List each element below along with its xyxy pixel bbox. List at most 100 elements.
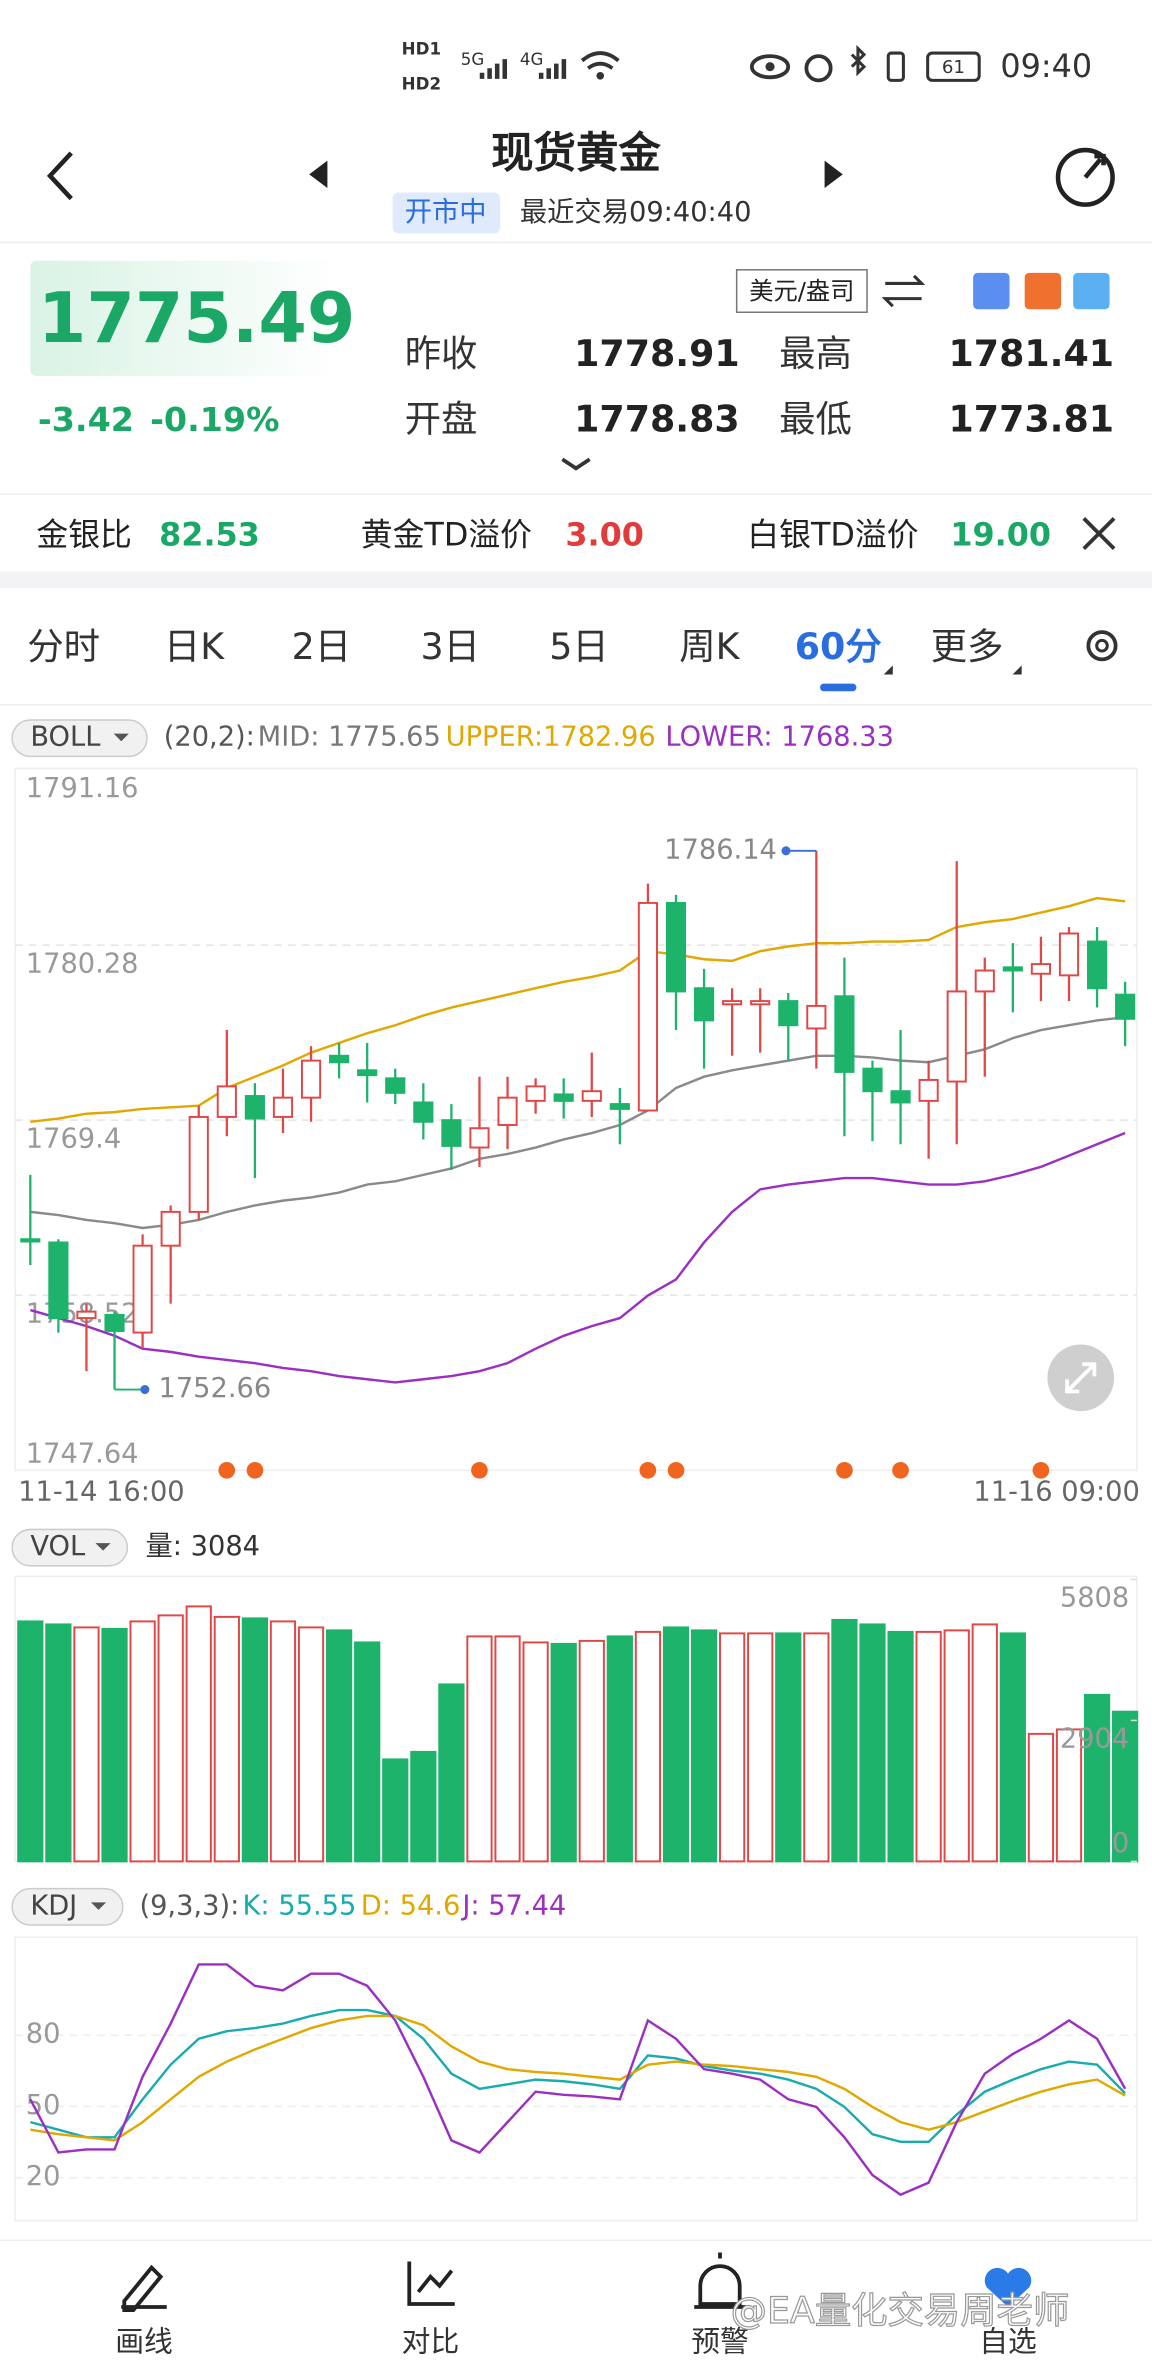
volume-bar (354, 1641, 381, 1863)
volume-bar (1055, 1728, 1083, 1863)
candle-body (693, 987, 715, 1022)
settings-button[interactable] (1086, 630, 1118, 662)
stat-value: 1778.91 (574, 332, 740, 375)
candle-body (160, 1210, 181, 1247)
swap-icon[interactable] (881, 274, 926, 308)
candle-body (918, 1078, 939, 1102)
indicator-pill[interactable] (11, 1528, 129, 1567)
tab[interactable]: 周K (679, 625, 740, 668)
boll-upper-line (30, 896, 1126, 1123)
last-price: 1775.49 (38, 278, 356, 359)
tab[interactable]: 日K (164, 625, 225, 668)
low-dot (140, 1384, 150, 1395)
tab[interactable]: 分时 (27, 625, 100, 668)
tab[interactable]: 更多 (931, 625, 1004, 668)
ticker-value: 19.00 (950, 516, 1051, 554)
volume-bar (831, 1618, 858, 1863)
volume-bar (494, 1635, 521, 1863)
volume-bar (17, 1620, 44, 1863)
nav-item[interactable]: 画线 (115, 2324, 173, 2358)
volume-bar (438, 1683, 465, 1863)
vibrate-icon (886, 51, 905, 82)
candle-body (637, 901, 658, 1112)
tab[interactable]: 2日 (292, 625, 352, 668)
wifi-icon (596, 72, 605, 80)
boll-mid-line (30, 1015, 1126, 1230)
indicator-name: VOL (30, 1531, 86, 1562)
status-bar: HD1 HD2 5G 4G 61 09:40 (402, 40, 1092, 94)
candle-body (834, 995, 855, 1073)
y-tick-label: 50 (26, 2090, 61, 2121)
refresh-button[interactable] (1055, 147, 1115, 207)
indicator-name: KDJ (30, 1890, 77, 1921)
tab-arrow (883, 665, 893, 675)
y-tick-label: 2904 (1060, 1724, 1129, 1755)
candle-body (553, 1093, 574, 1102)
status-pill (392, 192, 501, 234)
candle-body (441, 1119, 462, 1147)
volume-bar (1112, 1710, 1139, 1863)
close-ticker[interactable] (1082, 517, 1116, 551)
volume-bar (410, 1750, 437, 1863)
volume-bar (382, 1758, 409, 1863)
high-label: 1786.14 (664, 834, 777, 865)
volume-bar (606, 1635, 633, 1863)
x-end-label: 11-16 09:00 (973, 1477, 1139, 1508)
kdj-line (29, 2008, 1127, 2144)
volume-bar (775, 1632, 802, 1863)
signal-dot (836, 1461, 853, 1479)
candle-body (76, 1310, 97, 1320)
volume-bar (971, 1623, 998, 1863)
page-title: 现货黄金 (491, 130, 661, 179)
tab[interactable]: 5日 (549, 625, 609, 668)
stat-value: 1781.41 (948, 332, 1114, 375)
kdj-line (29, 1963, 1127, 2197)
boll-lower: LOWER: 1768.33 (665, 722, 894, 753)
candle-body (20, 1238, 41, 1243)
candle-body (469, 1127, 490, 1149)
stat-value: 1778.83 (574, 397, 740, 440)
candle-body (750, 1000, 771, 1006)
nav-item[interactable]: 预警 (691, 2324, 749, 2358)
volume-bar (999, 1632, 1026, 1863)
signal-dot (1032, 1461, 1050, 1479)
volume-bar (550, 1642, 577, 1863)
prev-button[interactable] (309, 160, 328, 188)
nav-item[interactable]: 对比 (402, 2324, 460, 2358)
candle-body (244, 1095, 265, 1120)
currency-unit: 美元/盎司 (749, 277, 854, 306)
x-start-label: 11-14 16:00 (18, 1477, 184, 1508)
stat-label: 最高 (779, 332, 852, 375)
next-button[interactable] (824, 160, 843, 188)
nav-item[interactable]: 自选 (979, 2324, 1037, 2358)
back-button[interactable] (46, 151, 73, 201)
last-trade: 最近交易09:40:40 (520, 197, 752, 228)
nav-icon (984, 2267, 1032, 2308)
tool-icon[interactable] (973, 272, 1010, 310)
indicator-pill[interactable] (11, 719, 148, 758)
volume-bar (466, 1635, 493, 1863)
volume-bar (1027, 1732, 1055, 1863)
indicator-pill[interactable] (11, 1887, 124, 1926)
candle-body (329, 1054, 350, 1064)
candle-body (890, 1090, 911, 1104)
dropdown-arrow (95, 1543, 111, 1551)
candle-body (1002, 966, 1023, 972)
expand-chevron[interactable] (561, 457, 591, 471)
y-tick-label: 1780.28 (26, 948, 139, 979)
tab[interactable]: 3日 (420, 625, 480, 668)
currency-box[interactable] (735, 269, 868, 314)
volume-bar (578, 1639, 605, 1863)
tab[interactable]: 60分 (795, 625, 882, 668)
volume-bar (719, 1632, 746, 1863)
candle-body (946, 990, 967, 1083)
boll-lower-line (29, 1131, 1126, 1384)
volume-bar (129, 1620, 156, 1863)
settings-button (1095, 638, 1109, 653)
y-tick-label: 0 (1112, 1828, 1129, 1859)
refresh-button (1083, 153, 1106, 179)
tool-icon[interactable] (1024, 272, 1062, 310)
candle-body (1030, 963, 1052, 975)
tool-icon[interactable] (1073, 272, 1110, 310)
